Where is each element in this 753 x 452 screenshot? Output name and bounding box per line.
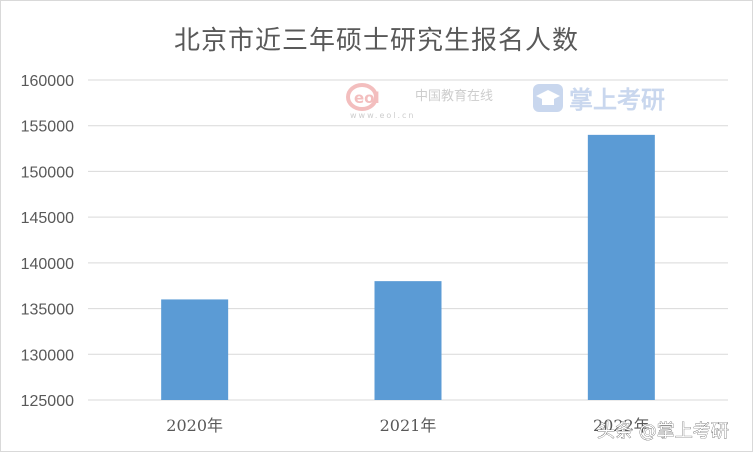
x-tick-label: 2021年 xyxy=(380,416,437,435)
y-tick-label: 145000 xyxy=(21,210,74,227)
eol-cn-text: 中国教育在线 xyxy=(415,88,493,104)
bar-1 xyxy=(374,281,442,400)
credit-text: 头条 @掌上考研 xyxy=(597,421,729,442)
graduation-cap-icon xyxy=(533,84,563,112)
bar-0 xyxy=(161,299,229,400)
y-tick-label: 160000 xyxy=(21,73,74,90)
y-axis-ticks: 125000 130000 135000 140000 145000 150000 1550… xyxy=(21,73,74,410)
eol-logo-icon: eol xyxy=(346,83,380,111)
brand-watermark: 掌上考研 xyxy=(533,84,665,114)
chart-title: 北京市近三年硕士研究生报名人数 xyxy=(173,26,579,56)
eol-url-text: www.eol.cn xyxy=(350,111,416,120)
bar-2 xyxy=(587,134,655,400)
y-tick-label: 135000 xyxy=(21,302,74,319)
eol-logo-text: eol xyxy=(354,89,380,107)
bars xyxy=(161,134,655,400)
x-tick-label: 2022年 xyxy=(593,416,650,435)
eol-watermark: eol 中国教育在线 www.eol.cn xyxy=(346,83,493,120)
y-tick-label: 125000 xyxy=(21,393,74,410)
x-axis-ticks: 2020年 2021年 2022年 xyxy=(166,416,649,435)
y-tick-label: 130000 xyxy=(21,347,74,364)
y-tick-label: 155000 xyxy=(21,119,74,136)
x-tick-label: 2020年 xyxy=(166,416,223,435)
brand-text: 掌上考研 xyxy=(569,86,665,114)
y-tick-label: 140000 xyxy=(21,256,74,273)
y-tick-label: 150000 xyxy=(21,164,74,181)
